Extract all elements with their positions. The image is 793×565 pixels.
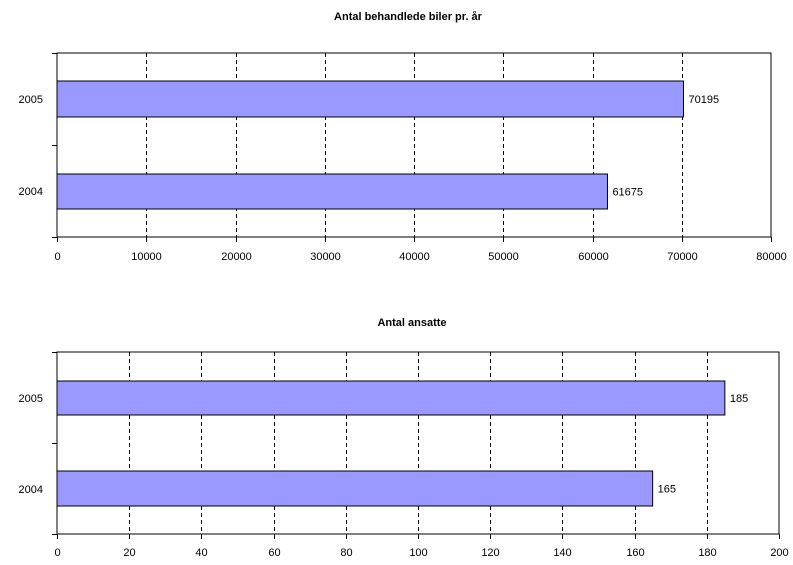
chart-title: Antal behandlede biler pr. år <box>334 11 483 23</box>
x-tick-label: 60 <box>268 547 280 559</box>
x-tick-label: 60000 <box>578 251 609 263</box>
data-label: 70195 <box>688 94 719 106</box>
category-label: 2005 <box>19 393 43 405</box>
data-label: 165 <box>658 484 676 496</box>
x-tick-label: 0 <box>54 547 60 559</box>
x-tick-label: 40000 <box>399 251 430 263</box>
x-tick-label: 40 <box>195 547 207 559</box>
x-tick-label: 120 <box>481 547 499 559</box>
x-tick-label: 50000 <box>488 251 519 263</box>
x-tick-label: 180 <box>698 547 716 559</box>
x-tick-label: 30000 <box>310 251 341 263</box>
x-tick-label: 0 <box>54 251 60 263</box>
x-tick-label: 70000 <box>667 251 698 263</box>
category-label: 2005 <box>19 94 43 106</box>
x-tick-label: 10000 <box>131 251 162 263</box>
bar-employees-2005 <box>56 380 726 416</box>
x-tick-label: 160 <box>626 547 644 559</box>
x-tick-label: 20000 <box>221 251 252 263</box>
chart-title: Antal ansatte <box>377 317 446 329</box>
x-tick-label: 20 <box>123 547 135 559</box>
bar-cars-2004 <box>56 173 608 210</box>
bar-cars-2005 <box>56 80 684 118</box>
x-tick-label: 200 <box>770 547 788 559</box>
x-tick-label: 80 <box>340 547 352 559</box>
category-label: 2004 <box>19 484 43 496</box>
x-tick-label: 80000 <box>756 251 787 263</box>
bar-employees-2004 <box>56 470 654 507</box>
data-label: 61675 <box>612 187 643 199</box>
category-label: 2004 <box>19 186 43 198</box>
x-tick-label: 100 <box>409 547 427 559</box>
x-tick-label: 140 <box>553 547 571 559</box>
data-label: 185 <box>730 393 748 405</box>
